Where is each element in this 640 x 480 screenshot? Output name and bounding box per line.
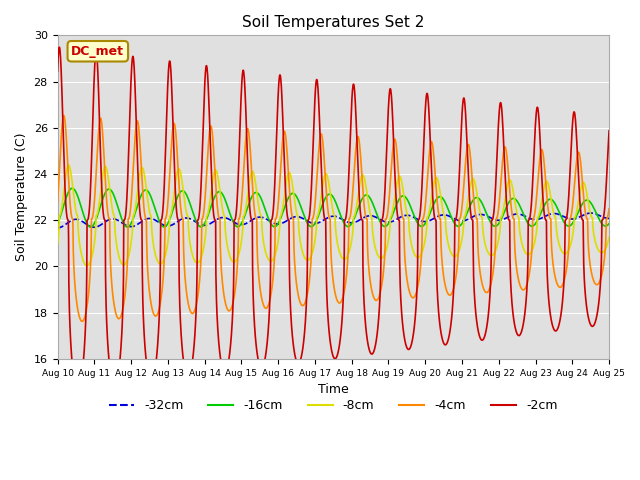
-2cm [308,180,316,186]
X-axis label: Time: Time [318,383,349,396]
-8cm [488,252,496,258]
-8cm [323,171,330,177]
-2cm [488,217,496,223]
-32cm [307,220,315,226]
-2cm [74,388,81,394]
-8cm [82,263,90,268]
-4cm [589,277,597,283]
-8cm [590,230,598,236]
-16cm [590,205,598,211]
Line: -8cm: -8cm [58,165,609,266]
-32cm [54,225,61,231]
-16cm [68,185,76,191]
Legend: -32cm, -16cm, -8cm, -4cm, -2cm: -32cm, -16cm, -8cm, -4cm, -2cm [104,395,563,418]
-16cm [589,204,597,210]
-32cm [587,210,595,216]
Line: -16cm: -16cm [58,188,609,227]
-8cm [589,228,597,234]
-8cm [65,162,72,168]
-4cm [308,243,316,249]
-8cm [308,252,316,258]
-4cm [605,206,613,212]
Line: -2cm: -2cm [58,47,609,391]
-16cm [605,221,613,227]
-4cm [323,188,330,194]
-32cm [589,210,597,216]
-4cm [590,278,598,284]
-16cm [87,224,95,230]
Title: Soil Temperatures Set 2: Soil Temperatures Set 2 [242,15,424,30]
-2cm [589,323,597,329]
-2cm [605,128,613,133]
-4cm [78,318,86,324]
-4cm [488,274,496,280]
-2cm [56,44,63,50]
Y-axis label: Soil Temperature (C): Soil Temperature (C) [15,133,28,262]
-32cm [605,216,613,221]
Text: DC_met: DC_met [71,45,124,58]
-16cm [488,222,496,228]
-16cm [308,224,316,229]
-32cm [488,216,495,221]
Line: -4cm: -4cm [58,116,609,321]
-16cm [82,218,90,224]
-2cm [323,270,330,276]
-32cm [82,221,90,227]
-8cm [83,263,91,269]
-2cm [83,302,90,308]
-8cm [605,234,613,240]
-4cm [83,308,90,314]
-4cm [60,113,68,119]
-4cm [54,200,61,205]
-16cm [54,220,61,226]
-8cm [54,241,61,247]
-16cm [323,194,330,200]
-2cm [54,68,61,74]
-32cm [322,216,330,222]
Line: -32cm: -32cm [58,213,609,228]
-32cm [589,210,597,216]
-2cm [590,323,598,328]
